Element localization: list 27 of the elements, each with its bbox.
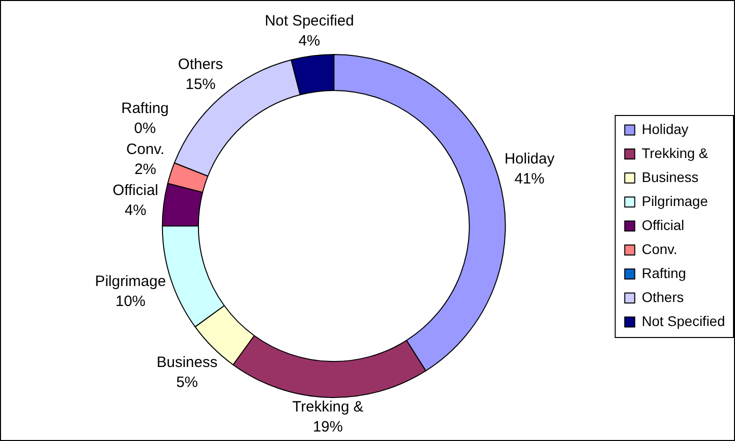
data-label: 41%: [514, 170, 544, 188]
legend-label: Trekking &: [642, 144, 709, 161]
data-label: 2%: [134, 161, 156, 178]
data-label: 4%: [124, 202, 146, 220]
legend-label: Others: [642, 288, 684, 305]
slice-label: Not Specified: [264, 12, 354, 30]
legend-label: Rafting: [642, 264, 686, 281]
slice-label: Pilgrimage: [95, 273, 166, 290]
slice-label: Others: [178, 56, 224, 73]
text: 0%: [134, 120, 156, 138]
data-label: 5%: [176, 374, 198, 391]
legend-label: Pilgrimage: [642, 192, 708, 209]
legend-label: Not Specified: [642, 312, 726, 329]
legend-label: Business: [642, 168, 699, 185]
data-label: 4%: [298, 32, 320, 50]
legend-label: Official: [642, 216, 684, 233]
slice-label: Conv.: [126, 141, 164, 158]
slice-label: Business: [156, 354, 218, 371]
slice-label: Trekking &: [292, 398, 364, 416]
legend-label: Holiday: [642, 120, 688, 137]
category-label: Rafting: [121, 100, 169, 118]
slice-label: Official: [112, 182, 158, 200]
slice-label: Holiday: [504, 150, 555, 168]
data-label: 10%: [115, 293, 146, 310]
legend-label: Conv.: [642, 240, 678, 257]
data-label: 15%: [186, 76, 216, 93]
data-label: 19%: [312, 418, 343, 436]
